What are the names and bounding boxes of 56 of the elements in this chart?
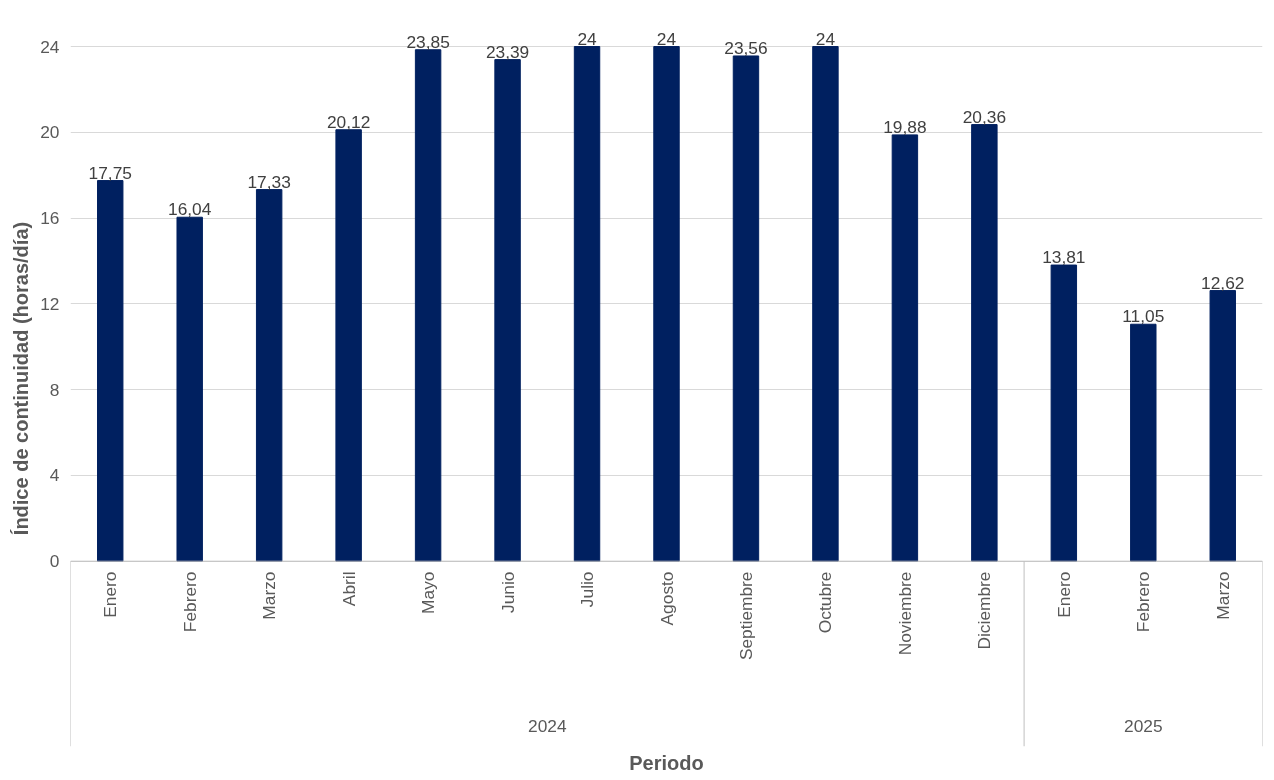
x-tick-label: Septiembre: [735, 571, 756, 661]
y-tick-label: 16: [40, 208, 60, 229]
data-label: 12,62: [1201, 272, 1245, 293]
bar: [176, 216, 203, 562]
data-label: 13,81: [1042, 247, 1086, 268]
data-label: 17,75: [88, 162, 132, 183]
bar: [812, 46, 839, 562]
y-tick-label: 20: [40, 122, 60, 143]
data-label: 16,04: [168, 199, 212, 220]
y-tick-label: 0: [49, 551, 60, 572]
data-label: 24: [656, 28, 677, 49]
x-tick-label: Abril: [338, 571, 359, 607]
bar: [335, 129, 362, 562]
y-tick-label: 4: [49, 465, 60, 486]
bar: [494, 59, 521, 562]
data-label: 24: [815, 28, 836, 49]
bar: [653, 46, 680, 562]
bar: [255, 189, 283, 562]
x-tick-label: Febrero: [1133, 571, 1154, 633]
y-axis-title: Índice de continuidad (horas/día): [10, 221, 33, 536]
x-tick-label: Enero: [100, 571, 121, 618]
x-tick-label: Marzo: [1212, 571, 1233, 620]
x-tick-label: Julio: [577, 571, 598, 608]
bar: [1209, 290, 1236, 562]
x-tick-label: Mayo: [418, 571, 439, 614]
bar: [414, 49, 442, 562]
bar: [1130, 323, 1157, 562]
data-label: 20,36: [962, 106, 1007, 127]
bar: [971, 124, 998, 562]
x-tick-label: Agosto: [656, 571, 677, 626]
x-tick-label: Enero: [1053, 571, 1074, 618]
x-tick-label: Marzo: [259, 571, 280, 620]
data-label: 19,88: [883, 116, 927, 137]
x-tick-label: Noviembre: [894, 571, 915, 656]
x-axis-title: Periodo: [629, 751, 704, 774]
data-label: 23,85: [406, 31, 450, 52]
y-tick-label: 8: [49, 379, 60, 400]
data-label: 11,05: [1122, 306, 1165, 327]
x-tick-label: Junio: [497, 571, 518, 613]
bar: [97, 180, 124, 562]
bar: [732, 55, 760, 562]
text: 2024: [528, 715, 567, 736]
text: 2025: [1124, 715, 1163, 736]
y-tick-label: 12: [40, 293, 60, 314]
bar: [891, 134, 919, 562]
data-label: 20,12: [326, 111, 371, 132]
data-label: 23,56: [724, 37, 768, 58]
bar: [1050, 264, 1078, 562]
x-tick-label: Octubre: [815, 571, 836, 634]
data-label: 23,39: [485, 41, 530, 62]
x-tick-label: Febrero: [179, 571, 200, 633]
bar: [573, 46, 601, 562]
x-tick-label: Diciembre: [974, 571, 995, 650]
data-label: 17,33: [247, 171, 291, 192]
y-tick-label: 24: [40, 36, 60, 57]
data-label: 24: [577, 28, 598, 49]
